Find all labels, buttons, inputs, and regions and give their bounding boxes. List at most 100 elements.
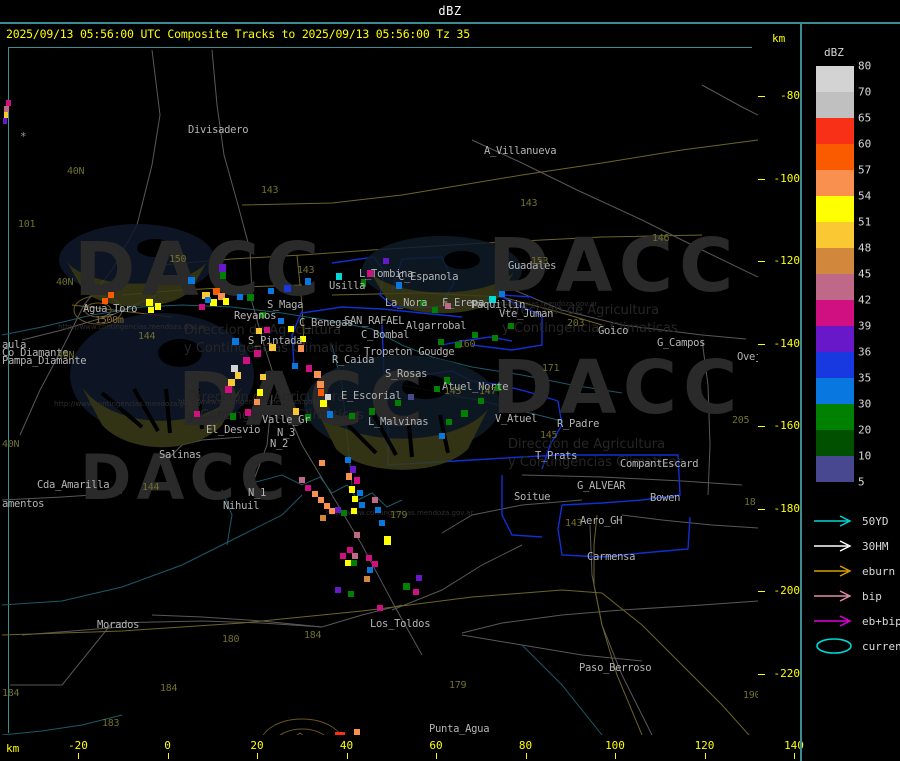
page-title: dBZ: [438, 4, 462, 18]
y-axis-tick-mark: [758, 343, 765, 345]
radar-echo-cell: [495, 385, 501, 391]
radar-timestamp-label: 2025/09/13 05:56:00 UTC Composite Tracks…: [6, 27, 470, 41]
radar-echo-cell: [102, 298, 108, 304]
radar-echo-cell: [416, 575, 422, 581]
colorbar-swatch[interactable]: [816, 274, 854, 300]
y-axis-tick-label: -220: [773, 666, 801, 680]
colorbar-swatch[interactable]: [816, 352, 854, 378]
radar-echo-cell: [439, 433, 445, 439]
track-arrow-icon: [814, 565, 852, 577]
radar-echo-cell: [317, 381, 324, 388]
colorbar-tick-label: 51: [858, 215, 872, 229]
radar-echo-cell: [472, 332, 478, 338]
radar-echo-cell: [288, 326, 294, 332]
radar-echo-cell: [352, 553, 358, 559]
track-legend-item[interactable]: eburn: [812, 562, 895, 580]
colorbar-tick-label: 5: [858, 475, 865, 489]
radar-echo-cell: [489, 296, 496, 303]
colorbar-tick-label: 20: [858, 423, 872, 437]
track-arrow-icon: [814, 590, 852, 602]
radar-echo-cell: [218, 293, 225, 300]
radar-echo-cell: [357, 490, 363, 496]
colorbar-swatch[interactable]: [816, 66, 854, 92]
map-vector-layer: [2, 49, 758, 735]
radar-echo-cell: [324, 503, 330, 509]
radar-echo-cell: [444, 377, 450, 384]
radar-echo-cell: [312, 491, 318, 497]
x-axis-tick-label: 120: [694, 739, 715, 752]
track-arrow-icon: [814, 615, 852, 627]
radar-echo-cell: [260, 374, 266, 380]
colorbar-swatch[interactable]: [816, 326, 854, 352]
colorbar-tick-label: 39: [858, 319, 872, 333]
colorbar-swatch[interactable]: [816, 248, 854, 274]
radar-echo-cell: [446, 419, 452, 425]
y-axis: -80 -100 -120 -140 -160 -180 -200 -220: [758, 45, 802, 735]
colorbar-swatch[interactable]: [816, 456, 854, 482]
radar-echo-cell: [6, 100, 11, 106]
radar-echo-cell: [318, 389, 324, 396]
y-axis-tick-mark: [758, 426, 765, 427]
radar-echo-cell: [366, 555, 372, 561]
colorbar-swatch[interactable]: [816, 170, 854, 196]
track-arrow-icon: [814, 515, 852, 527]
x-axis: km -20 0 20 40 60 80 100 120 140: [0, 735, 804, 761]
radar-echo-cell: [247, 294, 254, 301]
colorbar-swatch[interactable]: [816, 222, 854, 248]
colorbar-tick-label: 57: [858, 163, 872, 177]
radar-echo-cell: [432, 307, 438, 313]
colorbar-tick-label: 30: [858, 397, 872, 411]
track-legend-label: eb+bip: [862, 614, 900, 628]
current-cell-ellipse-icon: [816, 638, 852, 654]
track-legend-item[interactable]: bip: [812, 587, 882, 605]
colorbar-swatch[interactable]: [816, 430, 854, 456]
radar-echo-cell: [210, 299, 217, 306]
colorbar-swatch[interactable]: [816, 300, 854, 326]
track-legend-item[interactable]: 30HM: [812, 537, 889, 555]
radar-echo-cell: [455, 342, 461, 348]
radar-echo-cell: [260, 312, 266, 318]
radar-echo-cell: [155, 303, 161, 310]
radar-echo-cell: [305, 278, 311, 285]
x-axis-tick-mark: [794, 753, 795, 759]
radar-echo-cell: [219, 264, 226, 272]
radar-echo-cell: [345, 560, 351, 566]
colorbar-swatch[interactable]: [816, 404, 854, 430]
radar-echo-cell: [361, 279, 366, 287]
radar-echo-cell: [220, 272, 226, 279]
radar-echo-cell: [384, 536, 391, 545]
radar-echo-cell: [228, 379, 235, 386]
dbz-colorbar[interactable]: [816, 66, 854, 482]
radar-echo-cell: [257, 389, 263, 396]
colorbar-tick-label: 65: [858, 111, 872, 125]
radar-echo-cell: [492, 335, 498, 341]
window-title-bar: dBZ: [0, 0, 900, 24]
colorbar-swatch[interactable]: [816, 92, 854, 118]
radar-echo-cell: [478, 398, 484, 404]
radar-echo-cell: [372, 497, 378, 503]
radar-echo-cell: [320, 400, 327, 407]
radar-map-panel[interactable]: DACC DACC DACC DACC DACC Direccion de Ag…: [2, 45, 758, 735]
colorbar-swatch[interactable]: [816, 144, 854, 170]
colorbar-swatch[interactable]: [816, 118, 854, 144]
colorbar-swatch[interactable]: [816, 378, 854, 404]
radar-echo-cell: [199, 304, 205, 310]
x-axis-tick-label: 60: [429, 739, 443, 752]
colorbar-tick-label: 42: [858, 293, 872, 307]
radar-echo-cell: [232, 338, 239, 345]
radar-echo-cell: [345, 457, 351, 463]
colorbar-tick-label: 35: [858, 371, 872, 385]
y-axis-tick-mark: [758, 261, 765, 262]
colorbar-tick-label: 10: [858, 449, 872, 463]
x-axis-tick-label: 100: [605, 739, 625, 752]
track-legend-item[interactable]: eb+bip: [812, 612, 900, 630]
track-legend-item[interactable]: 50YD: [812, 512, 889, 530]
x-axis-tick-mark: [436, 753, 437, 759]
colorbar-swatch[interactable]: [816, 196, 854, 222]
radar-echo-cell: [306, 365, 312, 372]
radar-echo-cell: [335, 587, 341, 593]
radar-echo-cell: [354, 729, 360, 735]
track-legend-item[interactable]: current: [812, 637, 900, 655]
radar-echo-cell: [264, 327, 270, 333]
colorbar-tick-label: 80: [858, 59, 872, 73]
